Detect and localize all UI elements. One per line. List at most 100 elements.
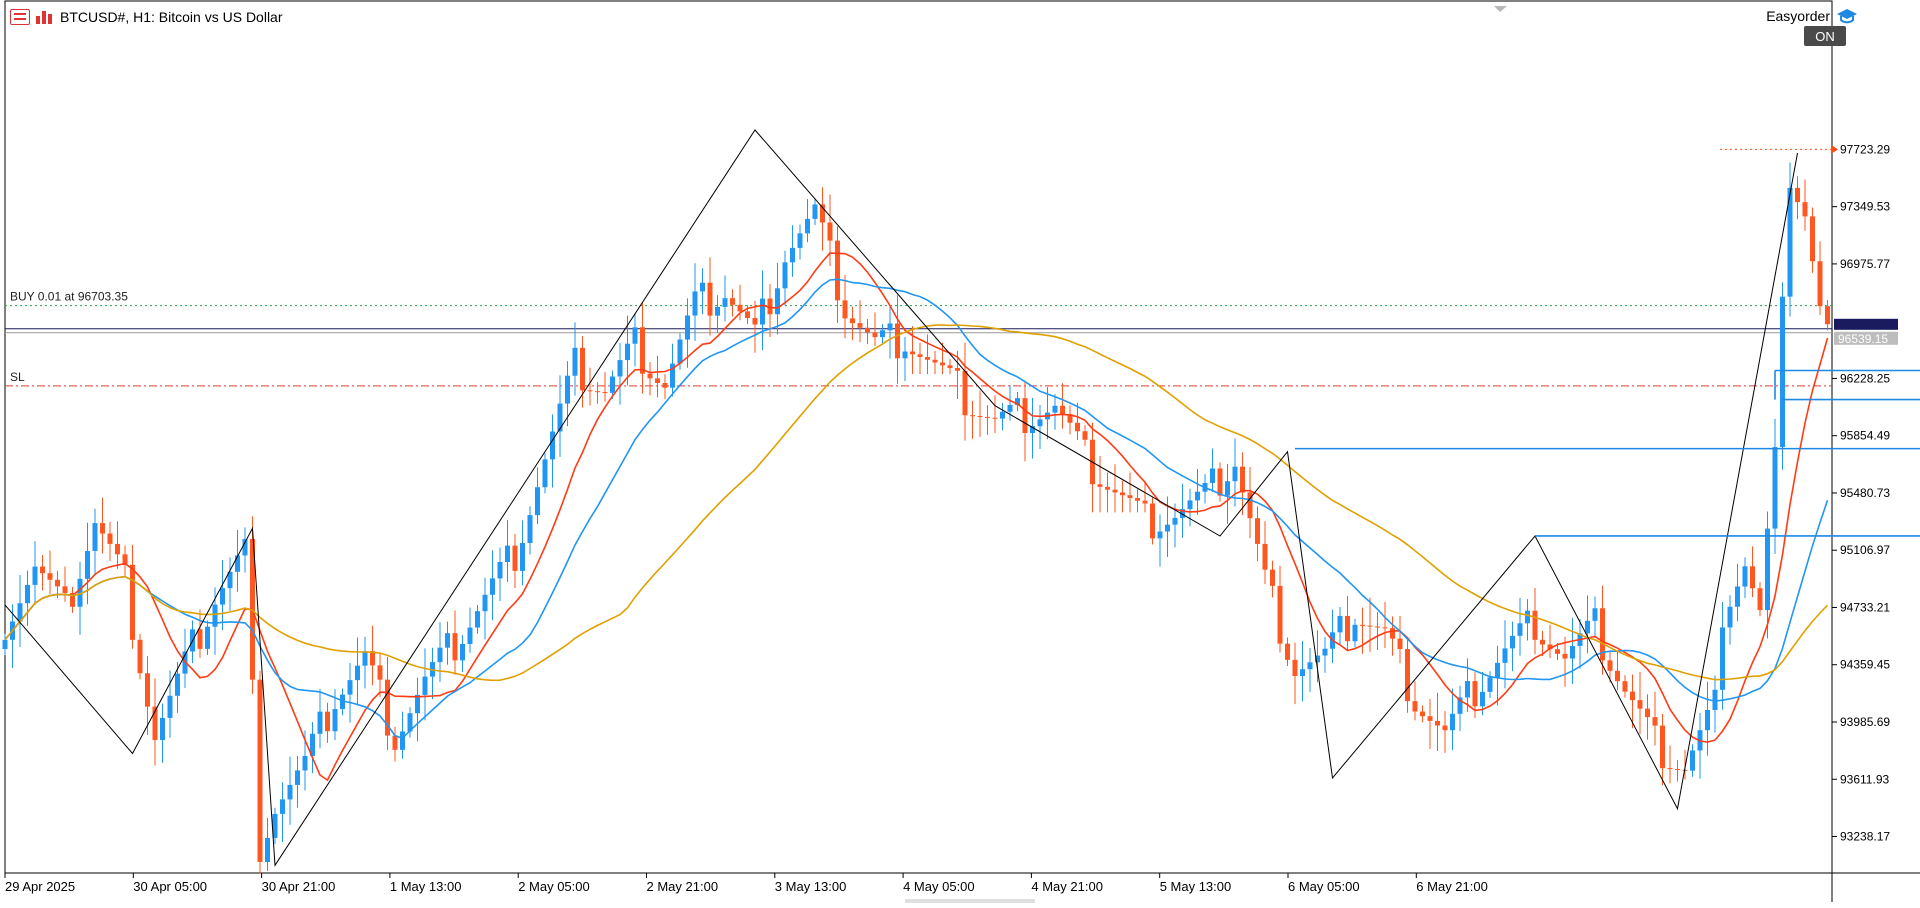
candle-body [685,315,690,340]
time-tick-label: 5 May 13:00 [1160,879,1232,894]
candle-body [1510,635,1515,649]
candle-body [1795,187,1800,203]
candle-body [970,415,975,417]
stop-loss-label: SL [10,370,25,384]
candle-body [482,594,488,612]
candle-body [1712,689,1718,710]
candle-body [760,298,765,325]
candle-body [1750,566,1755,589]
time-tick-label: 2 May 21:00 [647,879,719,894]
candle-body [1742,566,1748,587]
candle-body [977,416,983,418]
candle-body [947,365,953,369]
candle-body [1262,543,1268,570]
candle-body [1817,261,1823,307]
zigzag-line [4,129,1798,867]
candle-body [475,611,480,628]
candle-body [347,680,353,695]
price-tick-label: 94733.21 [1840,600,1890,614]
candle-body [895,323,900,359]
candle-body [295,770,300,785]
candle-body [805,218,810,234]
candle-body [1105,486,1110,490]
easyorder-panel[interactable]: Easyorder [1766,8,1858,24]
candle-body [1562,653,1568,659]
candle-body [737,304,743,312]
candle-body [1180,509,1185,518]
candle-body [1720,627,1725,690]
price-tick-label: 93985.69 [1840,715,1890,729]
candle-body [527,515,533,544]
candle-body [122,554,128,565]
candle-body [490,578,495,595]
candle-body [767,298,773,315]
ma-slow-line [4,324,1829,682]
candle-body [1292,659,1298,676]
candle-body [152,706,158,741]
candle-body [557,403,563,432]
candle-body [310,733,315,756]
candle-body [1285,643,1290,660]
candle-body [452,633,458,661]
candle-body [272,813,278,838]
candle-body [820,204,825,223]
ask-price-tag [1834,331,1898,345]
scroll-marker-icon [1494,6,1507,12]
time-tick-label: 6 May 21:00 [1416,879,1488,894]
candle-body [25,584,30,604]
candle-body [1022,398,1028,434]
candle-body [1240,466,1245,493]
candle-body [227,571,233,589]
candle-body [265,837,270,862]
current-price-label: 96539.15 [1838,332,1888,346]
candle-body [437,647,443,663]
price-tick-label: 97723.29 [1840,142,1890,156]
candle-body [992,417,998,419]
easyorder-status-badge[interactable]: ON [1804,26,1846,46]
candle-body [355,665,360,681]
candle-body [857,323,863,328]
chart-bars-icon[interactable] [36,9,54,25]
candle-body [1195,491,1200,501]
candle-body [145,673,150,707]
candle-body [1517,623,1523,636]
candle-body [1705,709,1710,731]
price-tick-label: 96228.25 [1840,371,1890,385]
candle-body [1345,615,1350,642]
candle-body [167,695,173,718]
candle-body [887,323,893,331]
candle-body [1127,495,1133,498]
candle-body [1060,405,1065,415]
candle-body [280,799,285,814]
candle-body [1232,466,1238,482]
candle-body [827,222,833,241]
candle-body [130,564,135,640]
candle-body [880,330,885,338]
candle-body [842,300,848,319]
candle-body [1525,610,1530,624]
candle-body [1765,528,1770,611]
candle-body [1247,492,1253,519]
candle-body [1210,468,1215,483]
candle-body [775,288,780,315]
candle-body [1270,569,1275,586]
time-tick-label: 2 May 05:00 [518,879,590,894]
candle-body [962,370,968,416]
candle-body [1255,518,1260,544]
candle-body [62,586,68,593]
candle-body [400,731,405,750]
bid-price-tag [1834,318,1898,330]
candle-body [940,362,945,366]
time-tick-label: 29 Apr 2025 [5,879,75,894]
ask-arrow-icon [1832,145,1838,154]
chart-menu-icon[interactable] [10,9,30,25]
candle-body [812,204,818,219]
candle-body [445,633,450,648]
candle-body [1442,725,1448,731]
time-tick-label: 4 May 21:00 [1031,879,1103,894]
candle-body [865,327,870,333]
candle-body [955,368,960,371]
candle-body [550,431,555,460]
